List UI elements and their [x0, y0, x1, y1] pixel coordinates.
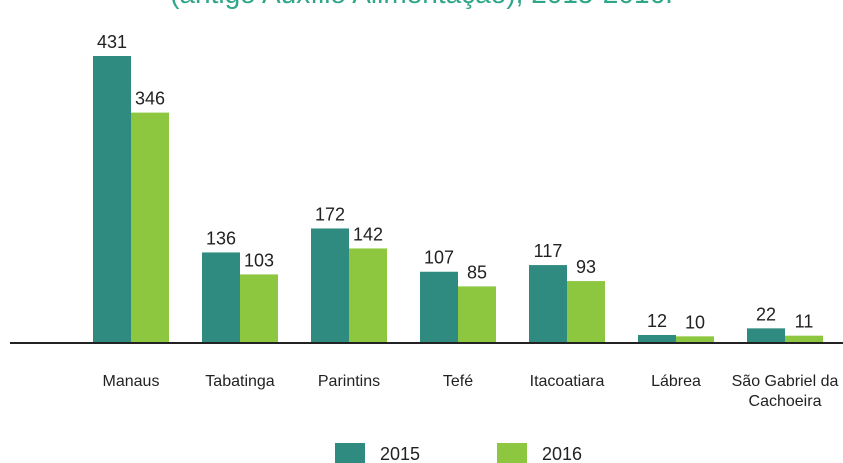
value-label: 11 [795, 312, 814, 332]
bar [93, 56, 131, 343]
bar [638, 335, 676, 343]
bar [785, 335, 823, 343]
chart-title: (antigo Auxílio Alimentação), 2015-2016. [0, 0, 843, 10]
value-label: 346 [135, 89, 165, 109]
bar [202, 252, 240, 343]
x-tick-label: São Gabriel da Cachoeira [731, 373, 839, 410]
x-tick-label: Tefé [442, 373, 474, 390]
value-label: 107 [424, 248, 454, 268]
bar [240, 274, 278, 343]
legend-swatch [497, 443, 527, 463]
bar [420, 271, 458, 343]
value-label: 93 [576, 257, 596, 277]
value-label: 431 [97, 32, 127, 52]
bar [676, 336, 714, 343]
value-label: 85 [467, 262, 487, 282]
bar [349, 248, 387, 343]
value-label: 12 [647, 311, 667, 331]
value-label: 22 [756, 304, 776, 324]
legend-label: 2016 [542, 444, 582, 463]
value-label: 172 [315, 204, 345, 224]
value-label: 136 [206, 228, 236, 248]
x-tick-label: Tabatinga [205, 373, 275, 390]
bar [529, 265, 567, 343]
value-label: 103 [244, 250, 274, 270]
x-tick-label: Lábrea [651, 373, 701, 390]
x-tick-label: Itacoatiara [529, 373, 605, 390]
bar [567, 281, 605, 343]
bar [311, 228, 349, 343]
legend-label: 2015 [380, 444, 420, 463]
x-tick-label: Parintins [317, 373, 381, 390]
value-label: 142 [353, 224, 383, 244]
legend-swatch [335, 443, 365, 463]
value-label: 117 [534, 241, 563, 261]
bar [747, 328, 785, 343]
value-label: 10 [685, 312, 705, 332]
bar [131, 112, 169, 344]
x-tick-label: Manaus [102, 373, 160, 390]
bar [458, 286, 496, 343]
